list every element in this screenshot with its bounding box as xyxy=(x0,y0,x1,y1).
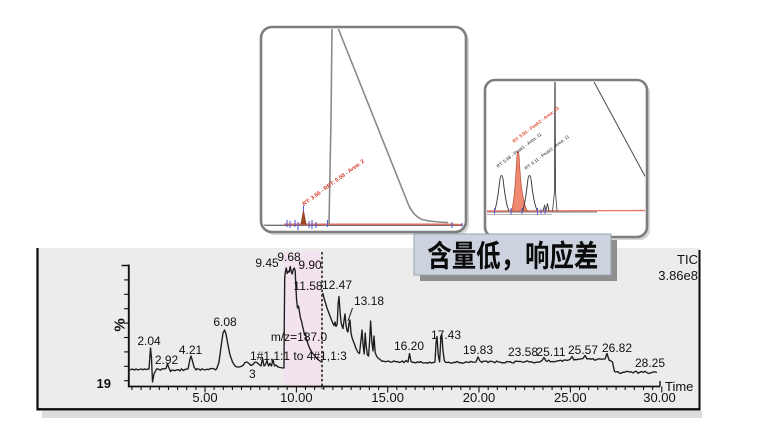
svg-text:11.58: 11.58 xyxy=(293,279,322,293)
svg-text:TIC: TIC xyxy=(677,252,698,267)
svg-text:30.00: 30.00 xyxy=(643,390,676,405)
svg-text:Time: Time xyxy=(665,379,693,394)
svg-text:6.08: 6.08 xyxy=(213,315,237,329)
svg-text:9.45: 9.45 xyxy=(255,256,279,270)
svg-text:19.83: 19.83 xyxy=(463,343,493,357)
svg-text:26.82: 26.82 xyxy=(602,341,632,355)
svg-text:19: 19 xyxy=(97,376,111,391)
svg-text:3.86e8: 3.86e8 xyxy=(658,268,698,283)
svg-text:20.00: 20.00 xyxy=(463,390,496,405)
svg-text:3: 3 xyxy=(249,367,256,381)
svg-text:1#1,1:1 to 4#1,1:3: 1#1,1:1 to 4#1,1:3 xyxy=(250,349,347,363)
svg-text:10.00: 10.00 xyxy=(280,390,313,405)
svg-text:9.68: 9.68 xyxy=(277,250,301,264)
svg-text:25.11: 25.11 xyxy=(536,345,565,359)
svg-text:25.00: 25.00 xyxy=(554,390,587,405)
svg-text:12.47: 12.47 xyxy=(322,278,352,292)
svg-text:13.18: 13.18 xyxy=(354,294,384,308)
svg-text:17.43: 17.43 xyxy=(431,328,461,342)
svg-text:16.20: 16.20 xyxy=(394,339,424,353)
svg-text:9.90: 9.90 xyxy=(298,258,322,272)
svg-text:2.92: 2.92 xyxy=(155,353,179,367)
svg-text:2.04: 2.04 xyxy=(137,334,161,348)
svg-text:%: % xyxy=(112,318,129,331)
svg-text:m/z=187.0: m/z=187.0 xyxy=(271,330,328,344)
svg-text:4.21: 4.21 xyxy=(179,343,203,357)
svg-text:23.58: 23.58 xyxy=(508,345,538,359)
svg-text:28.25: 28.25 xyxy=(635,356,665,370)
svg-text:5.00: 5.00 xyxy=(192,390,217,405)
svg-text:15.00: 15.00 xyxy=(371,390,404,405)
svg-text:25.57: 25.57 xyxy=(568,343,598,357)
